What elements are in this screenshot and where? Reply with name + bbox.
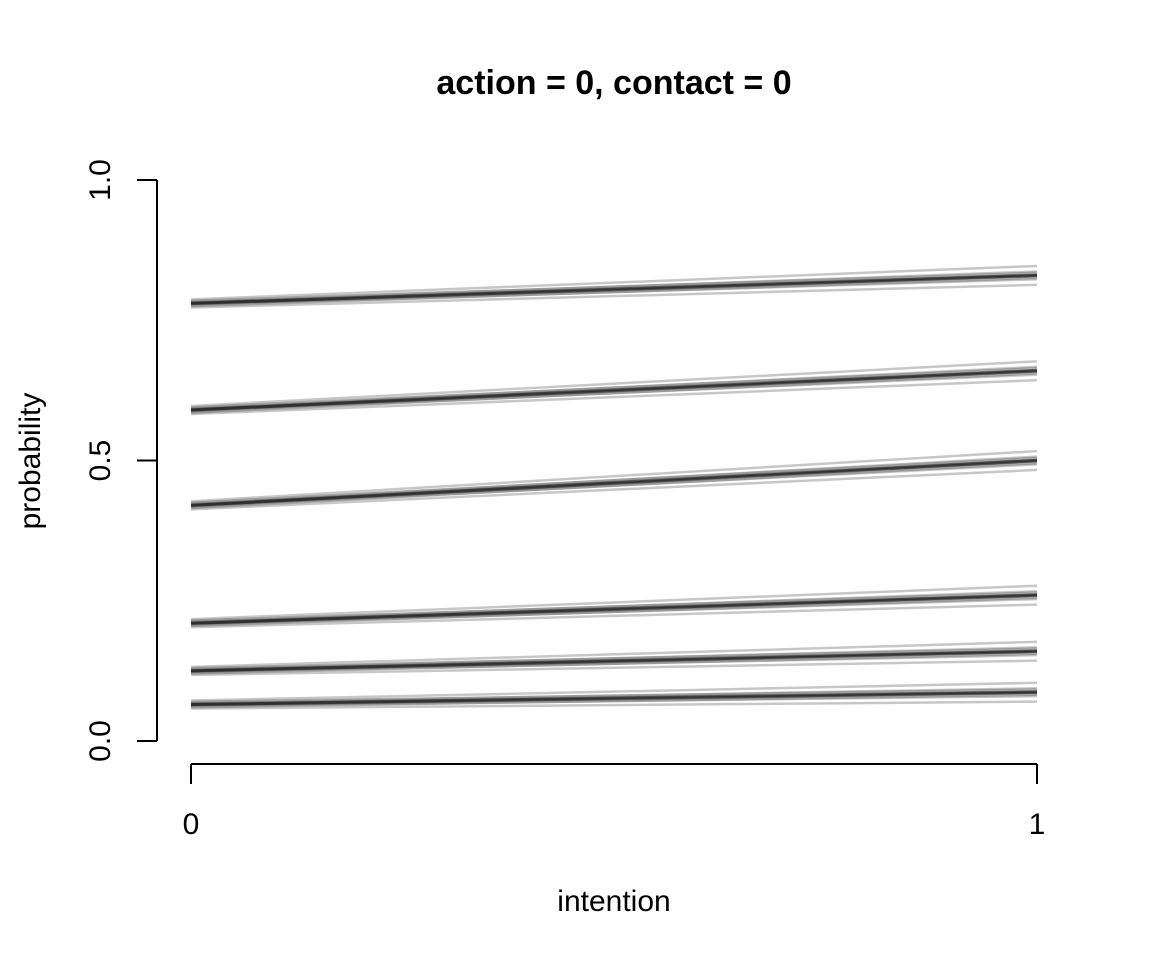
series-line-sample [190,593,1038,625]
series-line-sample [190,592,1038,624]
series-line-sample [190,700,1038,710]
series-line-4 [190,584,1038,629]
series-line-sample [190,468,1038,511]
series-line-sample [190,449,1038,503]
series-line-sample [190,591,1038,622]
series-line-sample [190,681,1038,702]
series-line-sample [190,378,1038,416]
series-line-sample [190,271,1038,302]
series-lines [190,264,1038,710]
series-line-sample [190,366,1038,409]
series-line-sample [190,273,1038,305]
series-line-sample [190,653,1038,674]
series-line-sample [190,589,1038,623]
x-tick-label: 1 [1029,808,1046,841]
series-line-sample [190,360,1038,408]
series-line-sample [190,273,1038,305]
series-line-sample [190,596,1038,628]
series-line-sample [190,603,1038,629]
y-axis-label: probability [14,393,47,530]
series-line-sample [190,278,1038,307]
series-line-sample [190,373,1038,413]
series-line-sample [190,689,1038,705]
y-tick-label: 0.0 [84,720,117,762]
series-line-sample [190,659,1038,677]
chart-title: action = 0, contact = 0 [436,64,791,102]
x-tick-label: 0 [183,808,200,841]
series-line-sample [190,283,1038,309]
series-line-sample [190,369,1038,412]
series-line-sample [190,459,1038,507]
series-line-sample [190,649,1038,673]
series-line-sample [190,584,1038,621]
series-line-1 [190,264,1038,309]
series-line-sample [190,365,1038,410]
series-line-sample [190,461,1038,510]
series-line-sample [190,463,1038,509]
y-tick-label: 0.5 [84,440,117,482]
series-line-sample [190,647,1038,670]
y-tick-label: 1.0 [84,159,117,201]
series-line-sample [190,690,1038,706]
series-line-sample [190,593,1038,625]
series-line-sample [190,264,1038,301]
series-line-sample [190,649,1038,672]
series-line-sample [190,455,1038,505]
series-line-sample [190,693,1038,709]
series-line-sample [190,276,1038,308]
series-line-sample [190,646,1038,671]
series-line-sample [190,640,1038,669]
series-line-sample [190,372,1038,414]
series-line-sample [190,458,1038,506]
series-line-sample [190,368,1038,411]
series-line-sample [190,597,1038,627]
series-line-sample [190,652,1038,675]
series-line-sample [190,688,1038,704]
series-line-sample [190,694,1038,708]
series-line-sample [190,648,1038,672]
series-line-3 [190,449,1038,511]
series-line-sample [190,368,1038,411]
series-line-sample [190,687,1038,705]
series-line-5 [190,640,1038,677]
series-line-sample [190,458,1038,507]
x-axis-label: intention [557,885,670,918]
series-line-6 [190,681,1038,710]
y-axis-ticks: 0.0 0.5 1.0 [84,159,157,762]
series-line-sample [190,456,1038,504]
series-line-2 [190,360,1038,416]
series-line-sample [190,270,1038,303]
series-line-sample [190,273,1038,304]
series-line-sample [190,690,1038,707]
